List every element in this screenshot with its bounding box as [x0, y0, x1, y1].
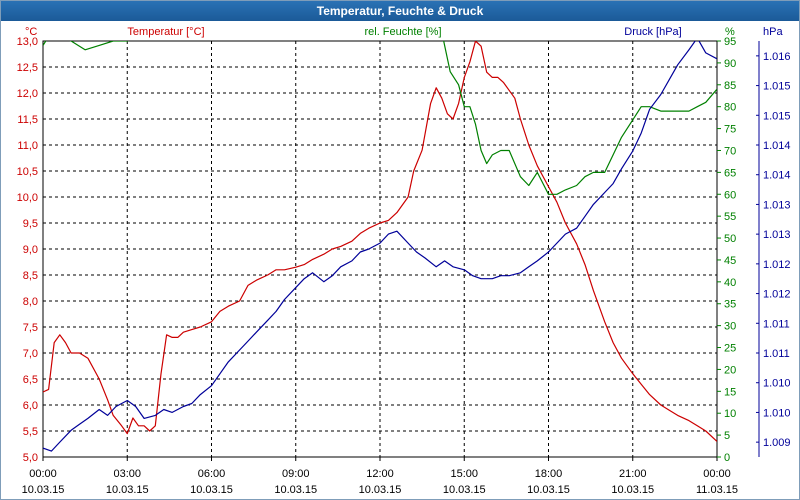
temperature-tick-label: 7,0: [23, 348, 38, 360]
x-tick-label: 12:00: [366, 468, 394, 480]
pressure-tick-label: 1.014: [763, 170, 791, 182]
pressure-tick-label: 1.014: [763, 140, 791, 152]
humidity-tick-label: 95: [724, 36, 736, 48]
x-tick-label: 00:00: [703, 468, 731, 480]
pressure-tick-label: 1.013: [763, 229, 791, 241]
x-tick-label: 00:00: [29, 468, 57, 480]
humidity-tick-label: 25: [724, 343, 736, 355]
x-tick-date: 10.03.15: [22, 484, 65, 496]
temperature-tick-label: 12,0: [17, 88, 38, 100]
pressure-tick-label: 1.015: [763, 81, 791, 93]
temperature-tick-label: 11,5: [17, 114, 38, 126]
x-tick-date: 10.03.15: [611, 484, 654, 496]
humidity-tick-label: 5: [724, 430, 730, 442]
humidity-tick-label: 20: [724, 364, 736, 376]
humidity-tick-label: 85: [724, 80, 736, 92]
temperature-tick-label: 13,0: [17, 36, 38, 48]
humidity-tick-label: 90: [724, 58, 736, 70]
pressure-tick-label: 1.012: [763, 259, 791, 271]
x-tick-date: 10.03.15: [443, 484, 486, 496]
temperature-unit-label: °C: [25, 26, 37, 38]
x-tick-label: 18:00: [535, 468, 563, 480]
x-tick-date: 10.03.15: [274, 484, 317, 496]
pressure-series-line: [43, 41, 717, 452]
x-tick-label: 06:00: [198, 468, 226, 480]
temperature-tick-label: 10,5: [17, 166, 38, 178]
humidity-tick-label: 50: [724, 233, 736, 245]
x-tick-date: 10.03.15: [190, 484, 233, 496]
humidity-unit-label: %: [725, 26, 735, 38]
x-tick-date: 10.03.15: [106, 484, 149, 496]
x-tick-label: 09:00: [282, 468, 310, 480]
pressure-tick-label: 1.010: [763, 378, 791, 390]
humidity-tick-label: 80: [724, 102, 736, 114]
pressure-tick-label: 1.010: [763, 407, 791, 419]
humidity-tick-label: 45: [724, 255, 736, 267]
temperature-tick-label: 5,0: [23, 452, 38, 464]
temperature-tick-label: 8,5: [23, 270, 38, 282]
x-tick-label: 03:00: [113, 468, 141, 480]
humidity-tick-label: 30: [724, 321, 736, 333]
temperature-tick-label: 11,0: [17, 140, 38, 152]
pressure-tick-label: 1.013: [763, 199, 791, 211]
temperature-tick-label: 12,5: [17, 62, 38, 74]
temperature-tick-label: 10,0: [17, 192, 38, 204]
humidity-tick-label: 60: [724, 189, 736, 201]
humidity-tick-label: 15: [724, 386, 736, 398]
pressure-tick-label: 1.011: [763, 348, 790, 360]
pressure-tick-label: 1.016: [763, 51, 791, 63]
window-title: Temperatur, Feuchte & Druck: [1, 1, 799, 21]
x-tick-label: 21:00: [619, 468, 647, 480]
temperature-tick-label: 6,0: [23, 400, 38, 412]
temperature-tick-label: 5,5: [23, 426, 38, 438]
pressure-tick-label: 1.015: [763, 110, 791, 122]
x-tick-date: 10.03.15: [527, 484, 570, 496]
pressure-unit-label: hPa: [763, 26, 783, 38]
humidity-tick-label: 75: [724, 124, 736, 136]
humidity-tick-label: 65: [724, 167, 736, 179]
humidity-tick-label: 0: [724, 452, 730, 464]
pressure-axis-title: Druck [hPa]: [624, 26, 681, 38]
humidity-tick-label: 35: [724, 299, 736, 311]
x-tick-label: 15:00: [450, 468, 478, 480]
temperature-tick-label: 8,0: [23, 296, 38, 308]
x-tick-date: 10.03.15: [359, 484, 402, 496]
temperature-series-line: [43, 41, 717, 442]
temperature-tick-label: 7,5: [23, 322, 38, 334]
humidity-tick-label: 40: [724, 277, 736, 289]
pressure-tick-label: 1.009: [763, 437, 791, 449]
humidity-tick-label: 55: [724, 211, 736, 223]
temperature-tick-label: 6,5: [23, 374, 38, 386]
temperature-tick-label: 9,5: [23, 218, 38, 230]
humidity-axis-title: rel. Feuchte [%]: [364, 26, 441, 38]
temperature-tick-label: 9,0: [23, 244, 38, 256]
humidity-tick-label: 10: [724, 408, 736, 420]
chart-svg: 00:00 10.03.15 03:00 10.03.15 06:00 10.03.15 0…: [17, 26, 791, 496]
x-tick-date: 11.03.15: [696, 484, 738, 496]
humidity-series-line: [43, 41, 717, 195]
humidity-tick-label: 70: [724, 145, 736, 157]
pressure-tick-label: 1.012: [763, 289, 791, 301]
pressure-tick-label: 1.011: [763, 318, 790, 330]
temperature-axis-title: Temperatur [°C]: [127, 26, 204, 38]
